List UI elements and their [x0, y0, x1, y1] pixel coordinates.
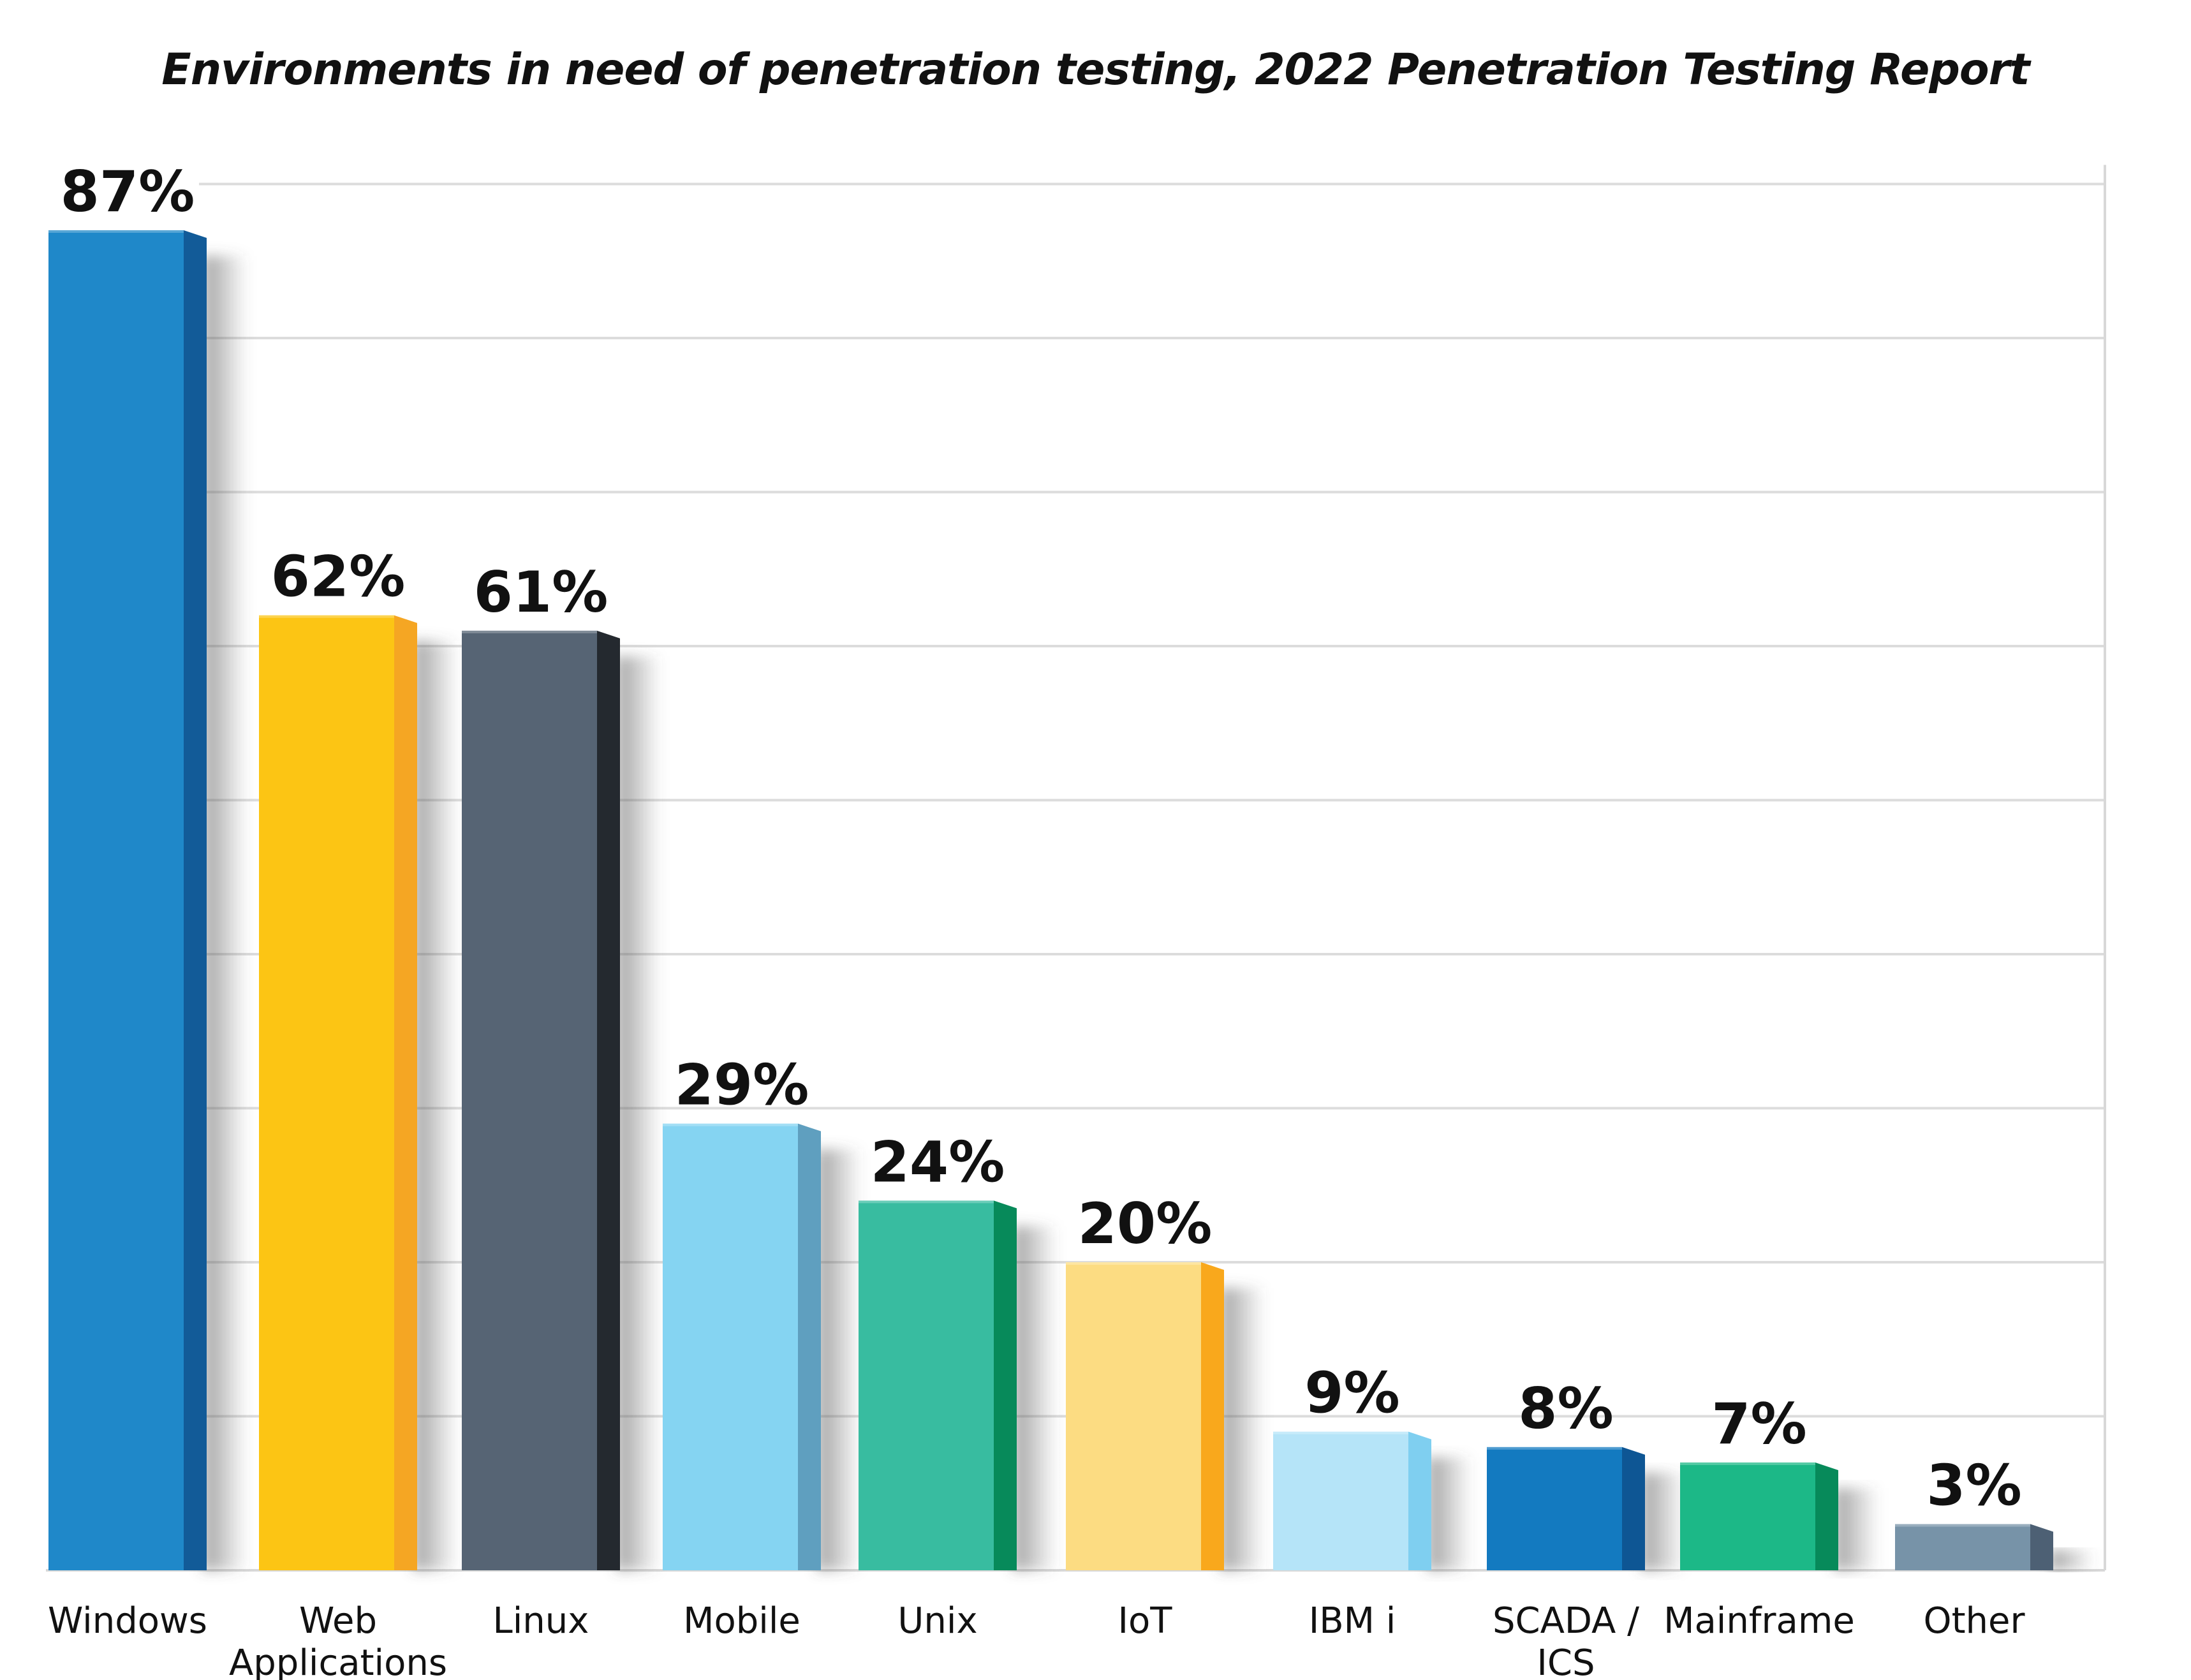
bar-side-unix — [994, 1200, 1017, 1570]
category-label-windows: Windows — [48, 1600, 207, 1642]
chart-title: Environments in need of penetration test… — [161, 45, 2030, 95]
bar-side-iot — [1201, 1262, 1224, 1570]
bar-shadow-linux — [616, 656, 661, 1570]
category-label-web-applications-line-1: Web — [299, 1600, 377, 1642]
bar-other — [1895, 1524, 2030, 1570]
bar-side-other — [2030, 1524, 2053, 1570]
category-label-scada-ics-line-2: ICS — [1537, 1642, 1595, 1680]
bar-top-linux — [462, 630, 597, 633]
bar-side-linux — [597, 630, 620, 1570]
category-label-linux: Linux — [493, 1600, 589, 1642]
value-labels: 87% 62% 61% 29% 24% 20% 9% 8% 7% 3% — [61, 159, 2022, 1519]
value-label-linux: 61% — [474, 559, 609, 625]
bar-shadow-windows — [203, 255, 247, 1571]
value-label-unix: 24% — [871, 1129, 1005, 1195]
bar-top-web-applications — [259, 615, 394, 618]
bar-top-scada-ics — [1487, 1447, 1622, 1450]
bar-side-mobile — [798, 1123, 821, 1570]
category-label-web-applications-line-2: Applications — [229, 1642, 447, 1680]
bar-shadow-unix — [1013, 1226, 1058, 1570]
value-label-web-applications: 62% — [271, 544, 406, 610]
bar-top-windows — [48, 230, 184, 233]
value-label-other: 3% — [1926, 1453, 2021, 1519]
bar-shadow-mainframe — [1834, 1487, 1879, 1570]
value-label-scada-ics: 8% — [1518, 1376, 1613, 1441]
bar-shadow-ibm-i — [1427, 1457, 1472, 1570]
value-label-mainframe: 7% — [1711, 1391, 1806, 1457]
bar-scada-ics — [1487, 1447, 1622, 1570]
bar-top-other — [1895, 1524, 2030, 1527]
bar-side-windows — [184, 230, 207, 1571]
bar-ibm-i — [1273, 1431, 1408, 1570]
bar-top-mobile — [663, 1123, 798, 1126]
bar-shadow-other — [2049, 1549, 2094, 1570]
value-label-mobile: 29% — [675, 1052, 809, 1118]
category-label-scada-ics-line-1: SCADA / — [1493, 1600, 1639, 1642]
value-label-iot: 20% — [1078, 1191, 1213, 1256]
value-label-windows: 87% — [61, 159, 195, 225]
bar-top-unix — [859, 1200, 994, 1204]
bar-top-ibm-i — [1273, 1431, 1408, 1434]
bar-mobile — [663, 1123, 798, 1570]
bar-shadow-mobile — [817, 1149, 862, 1570]
bar-top-mainframe — [1680, 1462, 1815, 1465]
category-label-ibm-i: IBM i — [1309, 1600, 1396, 1642]
value-label-ibm-i: 9% — [1304, 1360, 1399, 1426]
bar-windows — [48, 230, 184, 1571]
bar-unix — [859, 1200, 994, 1570]
bar-top-iot — [1066, 1262, 1201, 1265]
bar-side-mainframe — [1815, 1462, 1838, 1570]
bar-shadow-web-applications — [413, 640, 458, 1571]
category-label-other: Other — [1923, 1600, 2025, 1642]
category-label-unix: Unix — [897, 1600, 977, 1642]
bar-shadow-iot — [1220, 1288, 1265, 1570]
bars — [48, 230, 2094, 1571]
bar-iot — [1066, 1262, 1201, 1570]
category-label-mobile: Mobile — [683, 1600, 800, 1642]
bar-linux — [462, 630, 597, 1570]
bar-side-ibm-i — [1408, 1431, 1431, 1570]
bar-side-web-applications — [394, 615, 417, 1571]
category-label-mainframe: Mainframe — [1664, 1600, 1855, 1642]
bar-web-applications — [259, 615, 394, 1571]
bar-side-scada-ics — [1622, 1447, 1645, 1570]
bar-mainframe — [1680, 1462, 1815, 1570]
bar-shadow-scada-ics — [1641, 1472, 1686, 1570]
category-label-iot: IoT — [1118, 1600, 1173, 1642]
